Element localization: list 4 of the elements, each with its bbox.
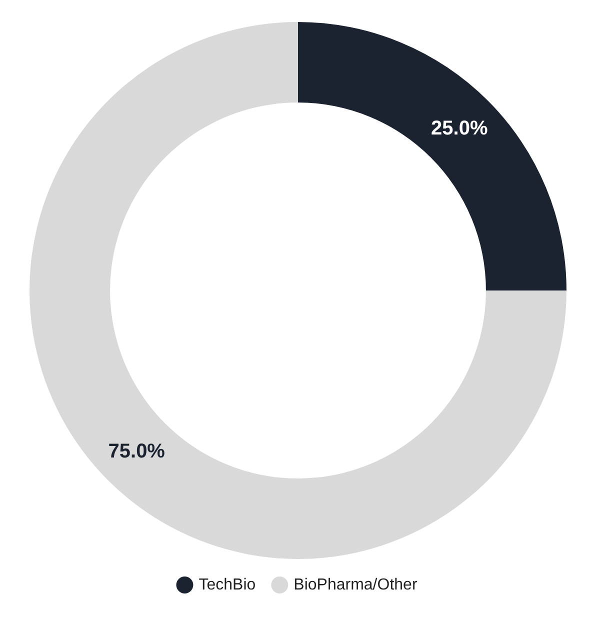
data-label: 75.0% [108, 440, 166, 462]
legend-label: BioPharma/Other [294, 576, 418, 594]
legend-label: TechBio [198, 576, 256, 594]
data-label: 25.0% [431, 118, 488, 140]
